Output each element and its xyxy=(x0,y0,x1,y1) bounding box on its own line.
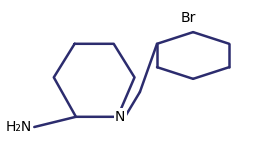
Text: Br: Br xyxy=(180,11,196,25)
Text: N: N xyxy=(115,110,125,124)
Text: H₂N: H₂N xyxy=(5,120,32,134)
